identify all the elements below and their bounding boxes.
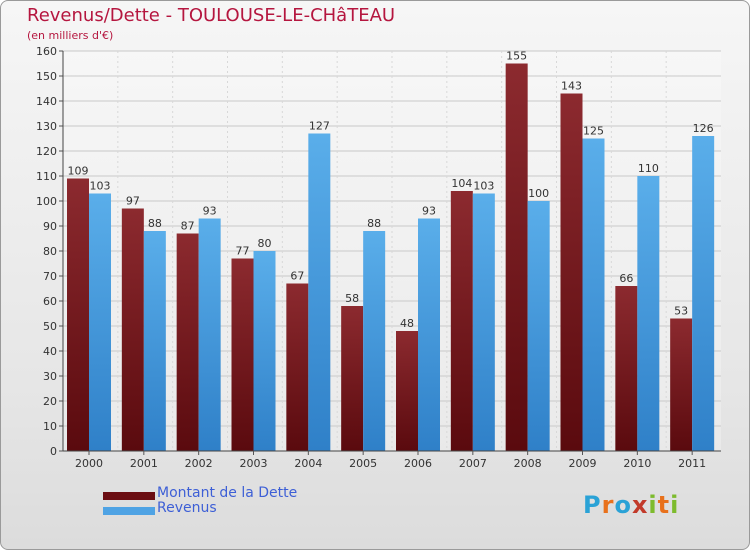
data-label: 97 [126,195,140,208]
bar-revenus [637,176,660,451]
logo-letter: t [657,491,671,519]
data-label: 67 [290,270,304,283]
data-label: 143 [561,80,582,93]
bar-dette [121,208,144,451]
chart-title: Revenus/Dette - TOULOUSE-LE-CHâTEAU [27,5,396,26]
x-tick-label: 2006 [404,457,432,470]
logo-letter: o [614,491,632,519]
chart-subtitle: (en milliers d'€) [27,29,114,42]
x-tick-label: 2001 [130,457,158,470]
y-tick-label: 10 [43,420,57,433]
x-tick-label: 2010 [623,457,651,470]
data-label: 66 [619,272,633,285]
data-label: 109 [68,165,89,178]
data-label: 103 [90,180,111,193]
bar-dette [615,286,638,451]
y-tick-label: 160 [36,45,57,58]
y-tick-label: 140 [36,95,57,108]
x-tick-label: 2011 [678,457,706,470]
legend-swatch-debt [103,492,155,500]
bar-revenus [692,136,715,451]
bar-dette [505,63,528,451]
x-tick-label: 2005 [349,457,377,470]
proxiti-logo: Proxiti [583,491,679,519]
bar-revenus [418,218,440,451]
y-tick-label: 110 [36,170,57,183]
data-label: 88 [367,217,381,230]
data-label: 53 [674,305,688,318]
logo-letter: r [601,491,615,519]
y-tick-label: 20 [43,395,57,408]
y-tick-label: 90 [43,220,57,233]
bar-dette [67,178,89,451]
data-label: 125 [583,125,604,138]
y-tick-label: 130 [36,120,57,133]
y-tick-label: 50 [43,320,57,333]
data-label: 126 [693,122,714,135]
bar-dette [176,233,199,451]
bar-revenus [253,251,276,451]
x-tick-label: 2004 [294,457,322,470]
legend-swatch-revenus [103,507,155,515]
legend-label-revenus: Revenus [157,500,217,516]
data-label: 100 [528,187,549,200]
bar-dette [670,318,693,451]
x-tick-label: 2008 [514,457,542,470]
logo-letter: i [670,491,680,519]
bar-dette [341,306,364,451]
logo-letter: x [631,491,649,519]
data-label: 103 [473,180,494,193]
data-label: 80 [258,237,272,250]
data-label: 93 [203,205,217,218]
bar-revenus [582,138,605,451]
x-tick-label: 2002 [185,457,213,470]
bar-dette [286,283,309,451]
y-tick-label: 80 [43,245,57,258]
data-label: 127 [309,120,330,133]
bar-revenus [89,193,111,451]
data-label: 155 [506,50,527,63]
bar-dette [560,93,583,451]
logo-letter: P [583,491,602,519]
y-tick-label: 120 [36,145,57,158]
y-tick-label: 60 [43,295,57,308]
y-tick-label: 150 [36,70,57,83]
data-label: 88 [148,217,162,230]
bar-revenus [527,201,550,451]
data-label: 58 [345,292,359,305]
y-tick-label: 70 [43,270,57,283]
bar-dette [231,258,254,451]
data-label: 48 [400,317,414,330]
x-tick-label: 2009 [569,457,597,470]
bar-dette [396,331,418,451]
data-label: 87 [181,220,195,233]
y-tick-label: 100 [36,195,57,208]
y-tick-label: 0 [50,445,57,458]
x-tick-label: 2000 [75,457,103,470]
bar-revenus [143,231,166,451]
bar-dette [450,191,473,451]
data-label: 93 [422,205,436,218]
y-tick-label: 30 [43,370,57,383]
x-tick-label: 2007 [459,457,487,470]
y-tick-label: 40 [43,345,57,358]
bar-revenus [198,218,221,451]
logo-letter: i [648,491,658,519]
legend-label-debt: Montant de la Dette [157,485,298,501]
bar-revenus [472,193,495,451]
bar-revenus [363,231,386,451]
bar-revenus [308,133,331,451]
x-tick-label: 2003 [240,457,268,470]
data-label: 110 [638,162,659,175]
data-label: 77 [236,245,250,258]
data-label: 104 [451,177,472,190]
